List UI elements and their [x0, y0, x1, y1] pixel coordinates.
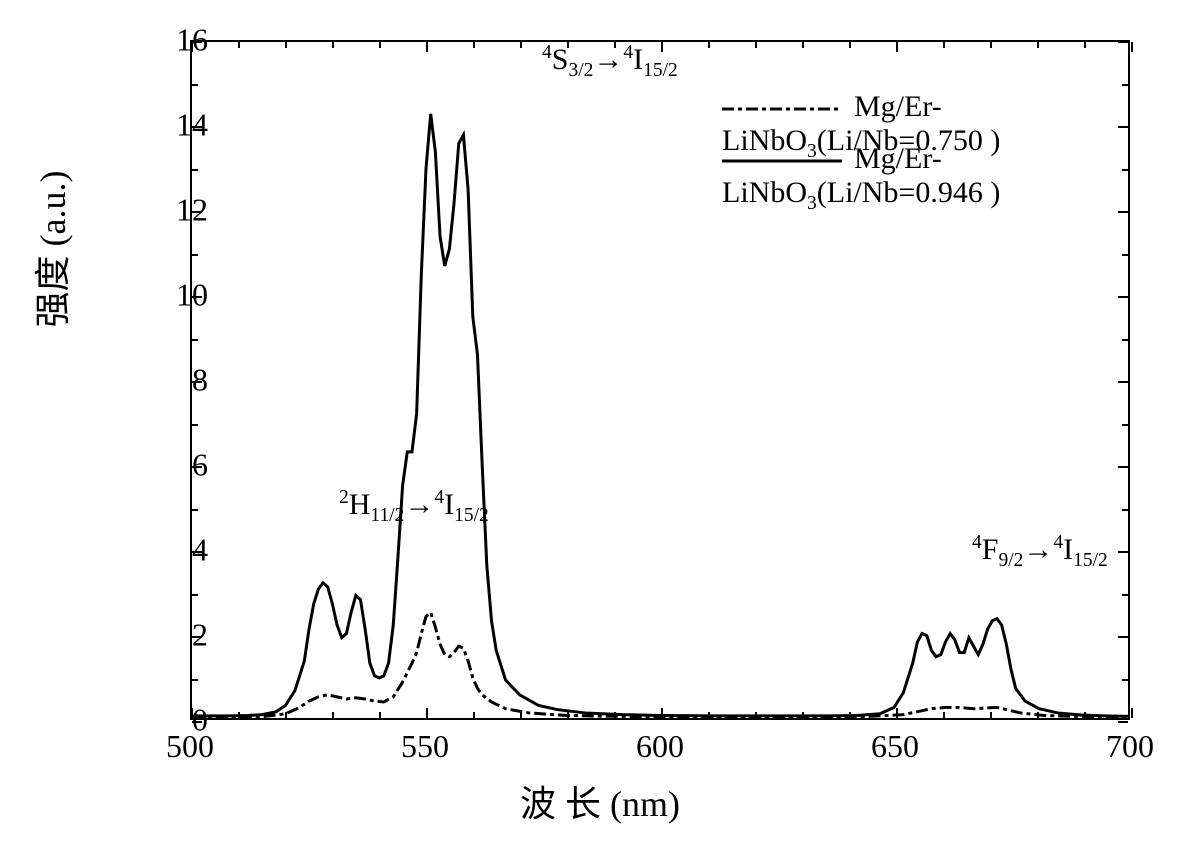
y-tick-label: 16: [176, 22, 208, 59]
y-tick-label: 12: [176, 192, 208, 229]
y-axis-label: 强度 (a.u.): [24, 171, 76, 328]
annotation-F: 4F9/2→4I15/2: [972, 532, 1108, 572]
x-tick-label: 700: [1106, 728, 1154, 765]
legend-item-0946: Mg/Er-LiNbO3(Li/Nb=0.946 ): [722, 142, 1128, 215]
x-tick-label: 550: [401, 728, 449, 765]
x-tick-label: 500: [166, 728, 214, 765]
x-tick-label: 650: [871, 728, 919, 765]
y-tick-label: 4: [192, 532, 208, 569]
y-tick-label: 10: [176, 277, 208, 314]
y-tick-label: 14: [176, 107, 208, 144]
x-axis-label: 波 长 (nm): [520, 775, 680, 827]
chart-container: 强度 (a.u.) 波 长 (nm) 2H11/2→4I15/2 4S3/2→4…: [60, 20, 1160, 840]
y-tick-label: 8: [192, 362, 208, 399]
annotation-H: 2H11/2→4I15/2: [339, 487, 489, 527]
annotation-S: 4S3/2→4I15/2: [542, 42, 678, 82]
y-tick-label: 2: [192, 617, 208, 654]
y-tick-label: 6: [192, 447, 208, 484]
plot-area: 2H11/2→4I15/2 4S3/2→4I15/2 4F9/2→4I15/2 …: [190, 40, 1130, 720]
legend-line-solid: [722, 146, 842, 176]
legend-line-dashdot: [722, 94, 842, 124]
x-tick-label: 600: [636, 728, 684, 765]
